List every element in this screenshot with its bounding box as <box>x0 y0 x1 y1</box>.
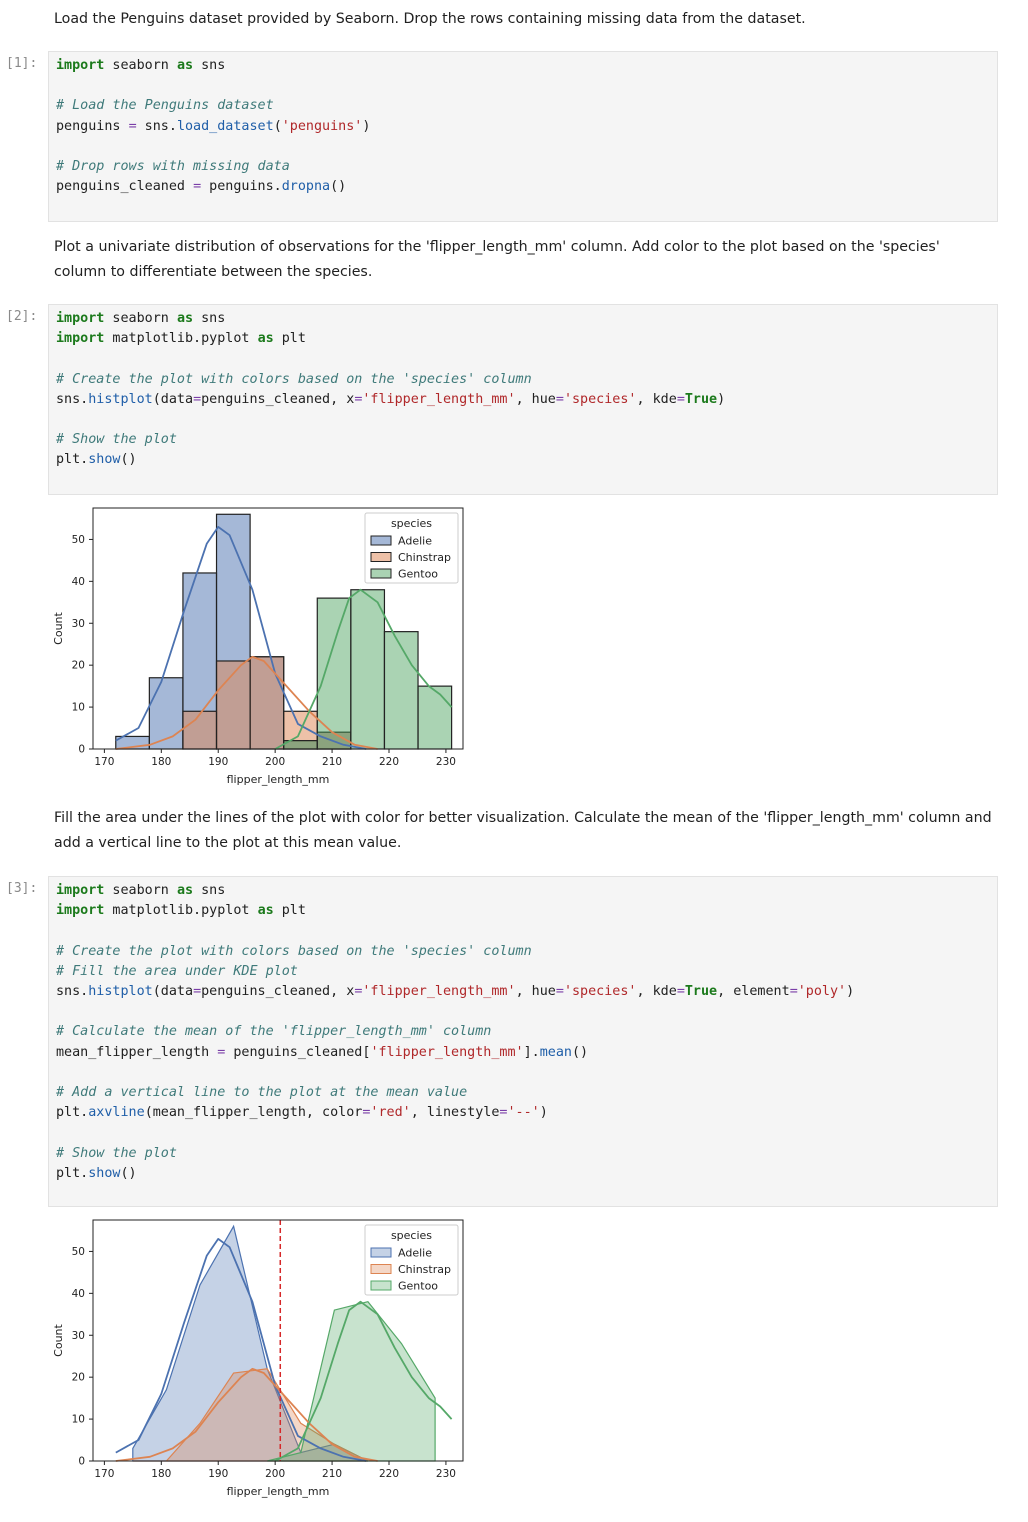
y-tick-label: 20 <box>72 1372 85 1384</box>
y-axis-label: Count <box>52 611 65 644</box>
bar-chinstrap <box>215 660 251 750</box>
legend-entry-chinstrap: Chinstrap <box>398 551 451 564</box>
legend-entry-adelie: Adelie <box>398 1247 432 1260</box>
y-tick-label: 0 <box>78 744 85 756</box>
x-tick-label: 220 <box>379 756 399 768</box>
x-tick-label: 180 <box>151 1468 171 1480</box>
x-tick-label: 190 <box>208 756 228 768</box>
output-plot-1: 170 180 190 200 210 220 230 0 10 20 30 40 50 flipper_… <box>48 505 478 794</box>
x-tick-label: 230 <box>436 756 456 768</box>
histogram-chart: 170 180 190 200 210 220 230 0 10 20 30 40 50 flipper_… <box>52 507 464 786</box>
x-tick-label: 210 <box>322 756 342 768</box>
cell-prompt-1: [1]: <box>6 56 38 71</box>
area-chinstrap <box>132 1368 369 1462</box>
cell-prompt-3: [3]: <box>6 881 38 896</box>
bar-chinstrap <box>249 656 285 750</box>
kde-line-chinstrap <box>115 655 378 750</box>
kde-line-gentoo <box>274 1300 453 1462</box>
kde-line-gentoo <box>274 588 453 750</box>
legend-swatch-chinstrap <box>370 552 392 562</box>
y-tick-label: 40 <box>72 1288 85 1300</box>
x-tick-label: 200 <box>265 1468 285 1480</box>
code-cell-3[interactable]: import seaborn as sns import matplotlib.… <box>48 876 998 1207</box>
y-tick-label: 10 <box>72 1414 85 1426</box>
legend-entry-gentoo: Gentoo <box>398 568 438 581</box>
markdown-cell-3: Fill the area under the lines of the plo… <box>54 810 992 851</box>
code-text-3: import seaborn as sns import matplotlib.… <box>56 883 855 1181</box>
bar-chinstrap <box>182 710 218 750</box>
x-tick-label: 220 <box>379 1468 399 1480</box>
y-tick-label: 10 <box>72 702 85 714</box>
bar-gentoo <box>316 597 352 750</box>
cell-prompt-2: [2]: <box>6 309 38 324</box>
code-cell-1[interactable]: import seaborn as sns # Load the Penguin… <box>48 51 998 222</box>
legend-title: species <box>391 1229 432 1242</box>
y-tick-label: 40 <box>72 576 85 588</box>
legend-swatch-adelie <box>370 535 392 546</box>
x-tick-label: 190 <box>208 1468 228 1480</box>
markdown-cell-2: Plot a univariate distribution of observ… <box>54 239 940 280</box>
kde-line-adelie <box>115 525 367 750</box>
x-tick-label: 230 <box>436 1468 456 1480</box>
x-tick-label: 180 <box>151 756 171 768</box>
legend-entry-adelie: Adelie <box>398 535 432 548</box>
kde-line-adelie <box>115 1237 367 1462</box>
legend-entry-gentoo: Gentoo <box>398 1280 438 1293</box>
x-tick-label: 170 <box>94 1468 114 1480</box>
legend-swatch-chinstrap <box>370 1264 392 1274</box>
y-tick-label: 30 <box>72 618 85 630</box>
code-text-1: import seaborn as sns # Load the Penguin… <box>56 58 371 195</box>
x-tick-label: 200 <box>265 756 285 768</box>
legend-swatch-adelie <box>370 1247 392 1258</box>
legend-box <box>364 512 459 584</box>
area-chart: 170 180 190 200 210 220 230 0 10 20 30 40 50 flipper_… <box>52 1219 464 1498</box>
markdown-cell-1: Load the Penguins dataset provided by Se… <box>54 11 806 27</box>
kde-line-chinstrap <box>115 1367 378 1462</box>
legend-entry-chinstrap: Chinstrap <box>398 1263 451 1276</box>
bar-gentoo <box>350 589 386 750</box>
legend-title: species <box>391 517 432 530</box>
x-axis-label: flipper_length_mm <box>227 773 330 786</box>
bar-adelie <box>148 677 184 750</box>
y-tick-label: 20 <box>72 660 85 672</box>
axes-frame <box>92 1219 464 1462</box>
legend-box <box>364 1224 459 1296</box>
bar-gentoo <box>417 685 453 750</box>
y-tick-label: 30 <box>72 1330 85 1342</box>
y-axis-label: Count <box>52 1323 65 1356</box>
x-tick-label: 170 <box>94 756 114 768</box>
code-text-2: import seaborn as sns import matplotlib.… <box>56 311 726 468</box>
x-axis-label: flipper_length_mm <box>227 1485 330 1498</box>
y-tick-label: 50 <box>72 1246 85 1258</box>
y-tick-label: 0 <box>78 1456 85 1468</box>
legend-swatch-gentoo <box>370 1280 392 1291</box>
axes-frame <box>92 507 464 750</box>
code-cell-2[interactable]: import seaborn as sns import matplotlib.… <box>48 304 998 495</box>
bar-gentoo <box>383 631 419 750</box>
x-tick-label: 210 <box>322 1468 342 1480</box>
y-tick-label: 50 <box>72 534 85 546</box>
output-plot-2: 170 180 190 200 210 220 230 0 10 20 30 40 50 flipper_… <box>48 1217 478 1506</box>
legend-swatch-gentoo <box>370 568 392 579</box>
